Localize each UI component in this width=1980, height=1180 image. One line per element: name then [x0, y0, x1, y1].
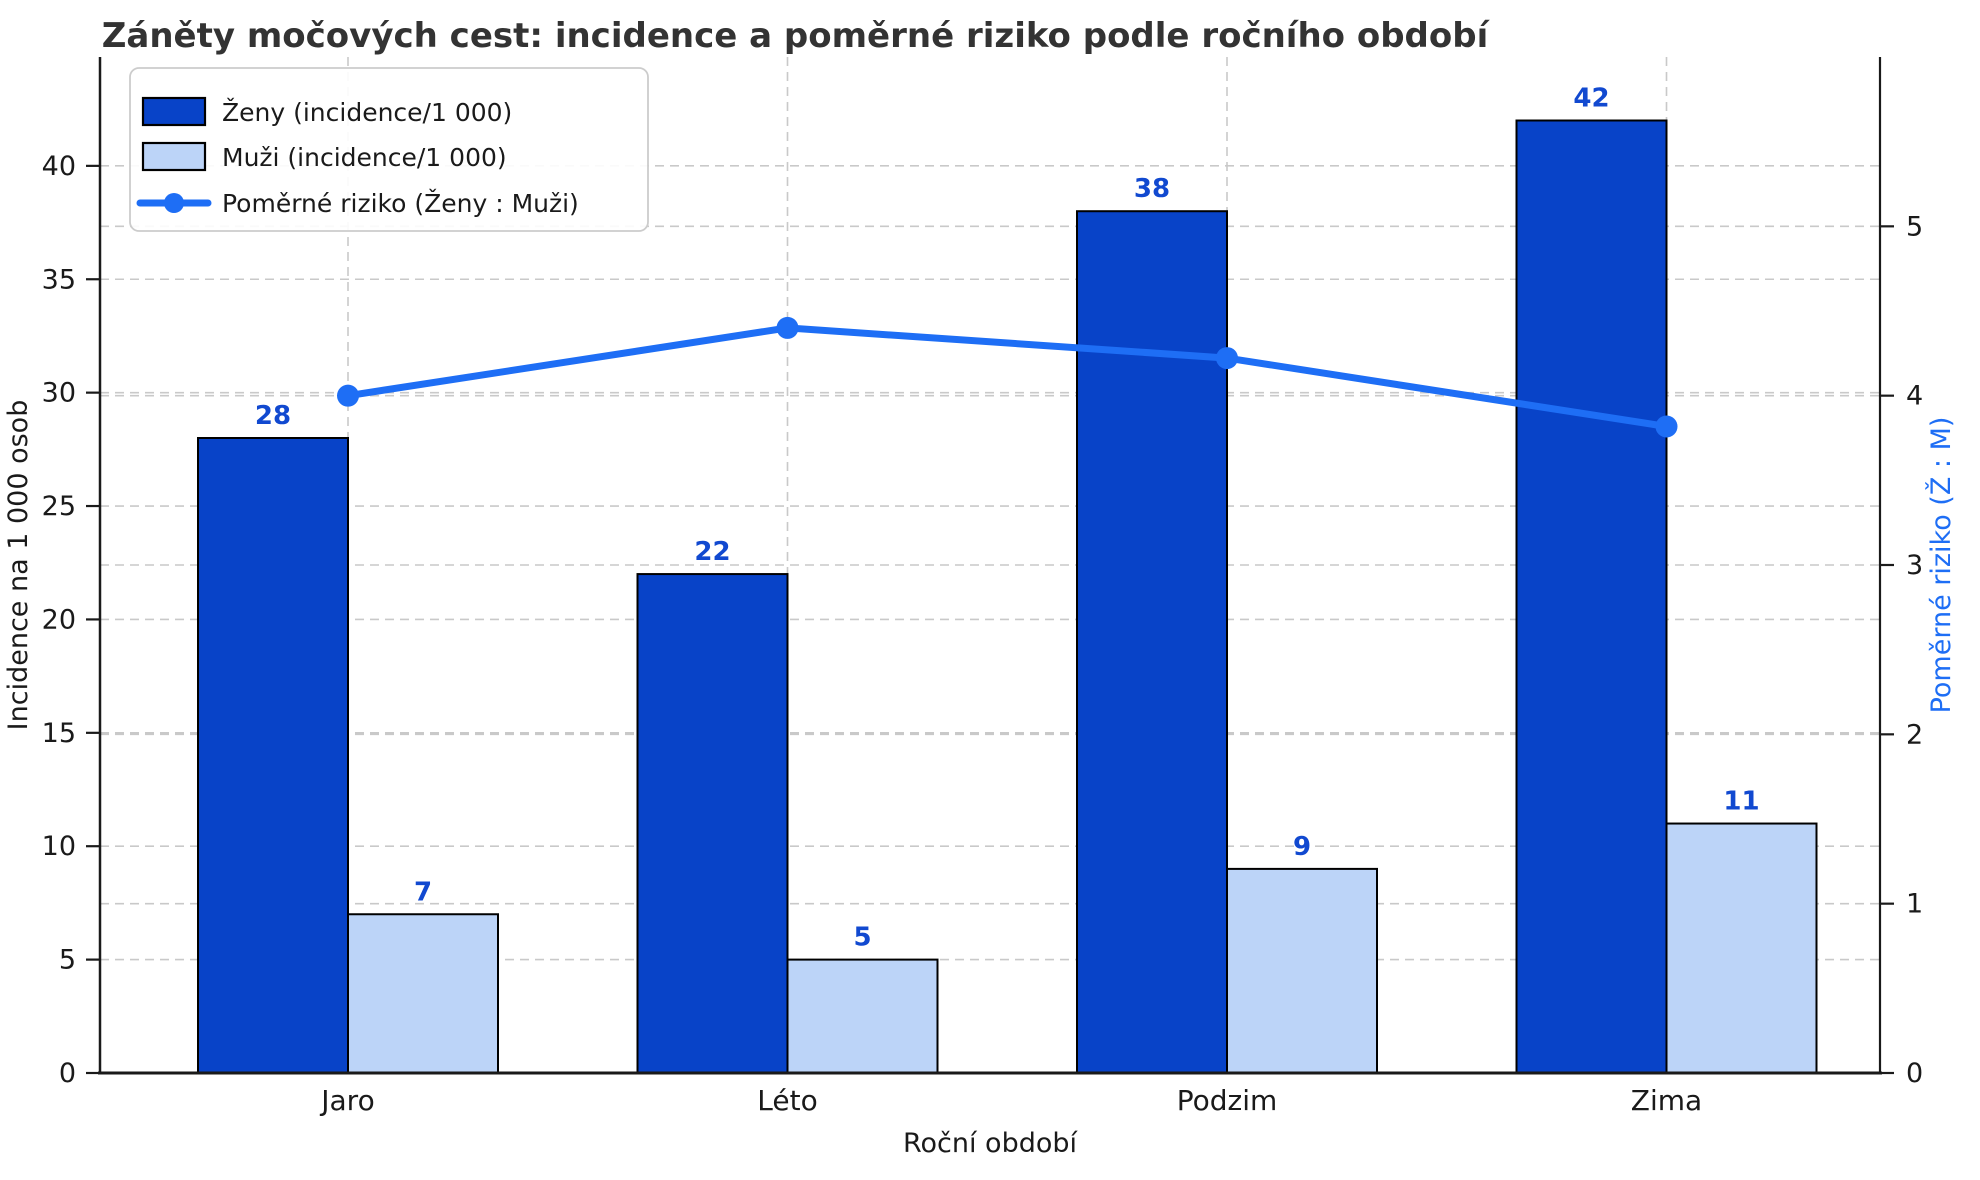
x-axis-label: Roční období	[903, 1128, 1079, 1159]
left-tick-label: 0	[59, 1058, 76, 1089]
risk-line	[344, 324, 1670, 430]
bar-s0-Podzim	[1076, 210, 1228, 1074]
right-tick-label: 1	[1906, 889, 1923, 920]
right-tick-label: 3	[1906, 550, 1923, 581]
bar-s0-Léto	[636, 573, 789, 1074]
bar-value-label: 7	[414, 877, 432, 907]
x-tick-label-jaro: Jaro	[319, 1084, 374, 1117]
x-tick-label-podzim: Podzim	[1177, 1084, 1278, 1117]
bar-s1-Jaro	[347, 913, 499, 1074]
bar-s1-Podzim	[1226, 867, 1378, 1075]
legend-box	[129, 67, 649, 232]
bar-s0-Zima	[1515, 119, 1668, 1074]
y-axis-right-label: Poměrné riziko (Ž : M)	[1925, 417, 1957, 714]
bar-value-label: 42	[1573, 84, 1609, 114]
left-tick-label: 35	[42, 264, 76, 295]
left-tick-label: 10	[42, 831, 76, 862]
risk-line-marker-Léto	[776, 316, 799, 339]
legend-swatch-1	[141, 141, 207, 172]
bar-value-label: 11	[1723, 787, 1759, 817]
bar-value-label: 28	[255, 401, 291, 431]
left-tick-label: 5	[59, 945, 76, 976]
x-tick-label-zima: Zima	[1631, 1084, 1702, 1117]
risk-line-marker-Podzim	[1216, 347, 1238, 370]
left-tick-label: 40	[42, 151, 76, 182]
left-tick-label: 15	[42, 718, 76, 749]
left-tick-label: 20	[42, 604, 76, 635]
bar-s0-Jaro	[197, 437, 349, 1074]
y-axis-left-label: Incidence na 1 000 osob	[3, 400, 34, 731]
axes-layer: 0 5 10 15 20 25 30 35 40 0 1 2 3 4 5 Jaro Léto Podzim Zima	[42, 57, 1923, 1117]
legend-label-1: Muži (incidence/1 000)	[222, 143, 507, 172]
bar-value-label: 22	[694, 537, 730, 567]
risk-line-marker-Jaro	[337, 384, 359, 407]
risk-line-layer	[337, 316, 1678, 438]
bars-layer: 28 22 38 42 7 5 9 11	[197, 84, 1818, 1075]
legend-label-0: Ženy (incidence/1 000)	[222, 98, 512, 127]
bar-s1-Zima	[1665, 822, 1818, 1074]
right-tick-label: 2	[1906, 719, 1923, 750]
legend: Ženy (incidence/1 000) Muži (incidence/1 …	[129, 67, 649, 232]
x-tick-label-léto: Léto	[757, 1084, 817, 1117]
bar-value-label: 38	[1134, 174, 1170, 204]
chart-title: Záněty močových cest: incidence a poměrn…	[102, 16, 1491, 56]
left-tick-label: 25	[42, 491, 76, 522]
bar-s1-Léto	[786, 958, 939, 1074]
legend-label-2: Poměrné riziko (Ženy : Muži)	[222, 189, 579, 218]
legend-swatch-0	[141, 96, 207, 127]
bar-value-label: 5	[853, 923, 871, 953]
right-tick-label: 0	[1906, 1058, 1923, 1089]
risk-line-marker-Zima	[1655, 415, 1678, 438]
left-tick-label: 30	[42, 378, 76, 409]
legend-line-marker	[164, 193, 184, 213]
bar-value-label: 9	[1293, 832, 1311, 862]
right-tick-label: 5	[1906, 211, 1923, 242]
right-tick-label: 4	[1906, 381, 1923, 412]
